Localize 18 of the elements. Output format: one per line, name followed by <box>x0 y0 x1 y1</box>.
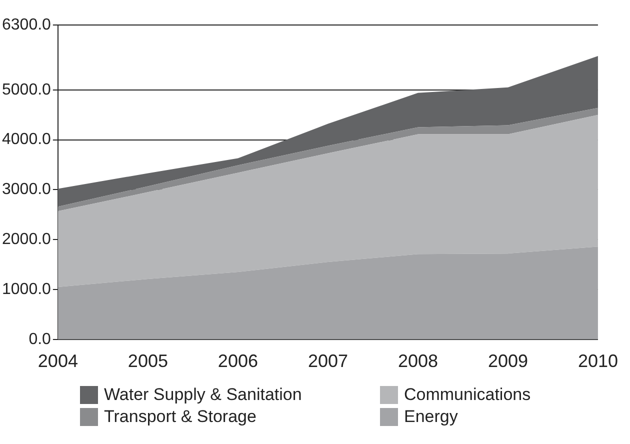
y-tick-label: 2000.0 <box>2 230 52 248</box>
x-tick-label: 2006 <box>218 351 258 372</box>
x-tick-label: 2009 <box>488 351 528 372</box>
x-tick-label: 2007 <box>308 351 348 372</box>
x-tick-label: 2004 <box>38 351 78 372</box>
y-tick-label: 5000.0 <box>2 81 52 98</box>
legend-label: Transport & Storage <box>104 407 256 427</box>
legend-label: Energy <box>404 407 458 427</box>
x-tick-label: 2008 <box>398 351 438 372</box>
y-tick-label: 4000.0 <box>2 131 52 148</box>
x-tick-label: 2010 <box>578 351 618 372</box>
y-tick-label: 3000.0 <box>2 181 52 198</box>
y-tick-label: 0.0 <box>28 330 52 348</box>
legend-label: Water Supply & Sanitation <box>104 385 302 405</box>
x-tick-label: 2005 <box>128 351 168 372</box>
y-tick-label: 1000.0 <box>2 280 52 298</box>
y-tick-label: 6300.0 <box>2 16 52 34</box>
legend-label: Communications <box>404 385 531 405</box>
